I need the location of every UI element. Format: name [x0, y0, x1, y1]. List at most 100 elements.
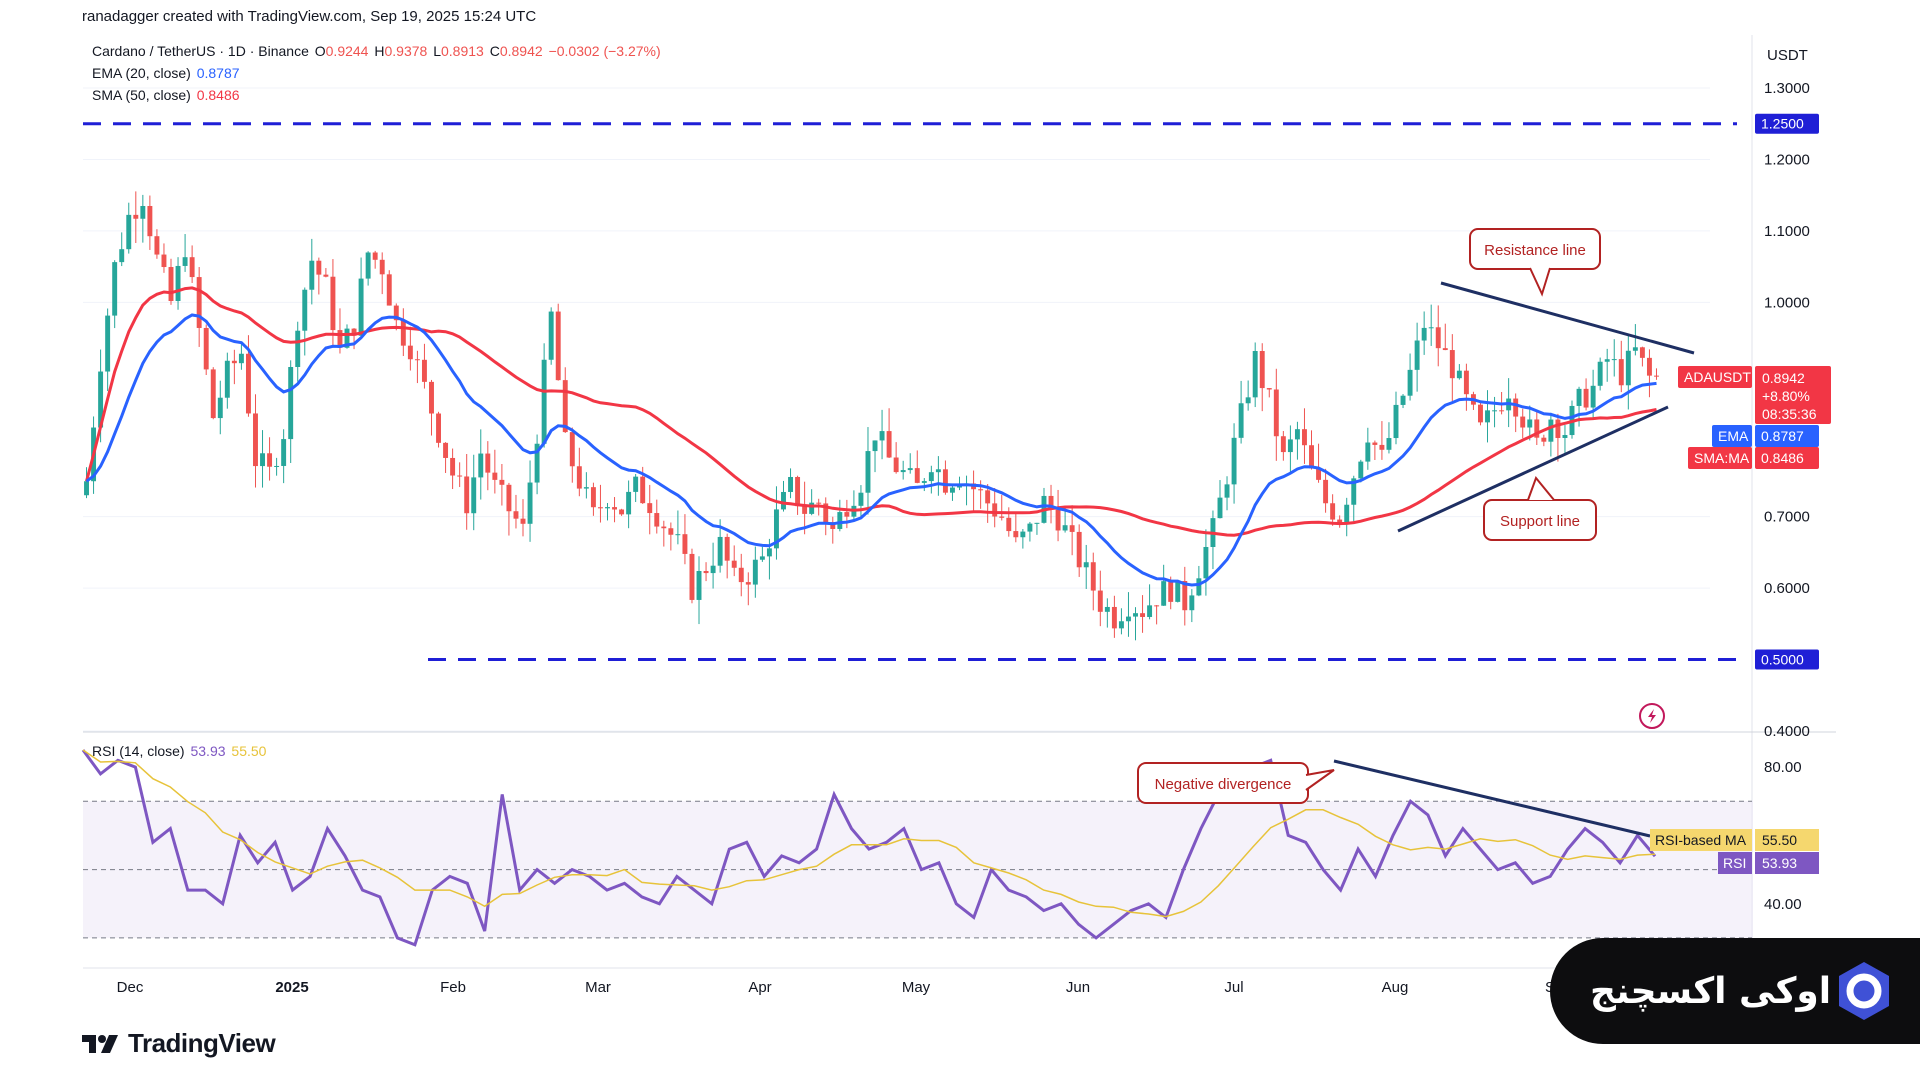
candle-body: [1294, 429, 1300, 440]
rsi-ma-tag-label: RSI-based MA: [1655, 832, 1747, 848]
candle-body: [1238, 403, 1244, 438]
candle-body: [112, 262, 118, 316]
rsi-ma-line: [82, 749, 1656, 918]
candle-body: [196, 277, 202, 328]
time-tick-label: Apr: [748, 979, 771, 996]
candle-body: [1161, 581, 1167, 606]
rsi-legend[interactable]: RSI (14, close) 53.93 55.50: [92, 743, 266, 759]
candle-body: [1351, 478, 1357, 505]
creator-line: ranadagger created with TradingView.com,…: [82, 8, 537, 25]
symbol-legend: Cardano / TetherUS · 1D · Binance O0.924…: [92, 43, 661, 59]
candle-body: [238, 353, 244, 364]
candle-body: [267, 453, 273, 467]
high-value: 0.9378: [384, 43, 428, 59]
candle-body: [1590, 385, 1596, 408]
candles-layer: [84, 191, 1659, 641]
candle-body: [471, 477, 477, 514]
symbol-price-tag-bg: [1678, 366, 1752, 388]
candle-body: [1316, 468, 1322, 480]
candle-body: [935, 469, 941, 473]
candle-body: [1618, 359, 1624, 386]
candle-body: [274, 465, 280, 467]
rsi-ma-tag-value-bg: [1755, 829, 1819, 851]
candle-body: [1196, 578, 1202, 596]
candle-body: [1583, 388, 1589, 408]
candle-body: [1435, 327, 1441, 349]
candle-body: [816, 502, 822, 504]
candle-body: [1499, 410, 1505, 412]
candle-body: [893, 457, 899, 473]
time-tick-label: 2025: [275, 979, 308, 996]
candle-countdown: 08:35:36: [1762, 406, 1817, 422]
candle-body: [1189, 595, 1195, 611]
ema-tag-value-bg: [1755, 425, 1819, 447]
candle-body: [520, 518, 526, 524]
candle-body: [809, 502, 815, 514]
candle-body: [1309, 445, 1314, 469]
candle-body: [766, 548, 772, 557]
candle-body: [1055, 509, 1061, 531]
low-label: L: [433, 43, 441, 59]
rsi-tag-value: 53.93: [1762, 855, 1797, 871]
candle-body: [1456, 370, 1462, 379]
candle-body: [640, 476, 646, 504]
ema-legend[interactable]: EMA (20, close) 0.8787: [92, 65, 240, 81]
candle-body: [379, 259, 385, 275]
candle-body: [1421, 327, 1427, 341]
ema-tag-value: 0.8787: [1761, 428, 1804, 444]
tradingview-logo[interactable]: TradingView: [82, 1028, 276, 1059]
candle-body: [569, 432, 575, 467]
divergence-callout-pointer: [1305, 769, 1335, 791]
candle-body: [1182, 581, 1188, 611]
time-axis[interactable]: Dec2025FebMarAprMayJunJulAugS: [83, 967, 1752, 996]
candle-body: [217, 397, 223, 419]
candle-body: [407, 345, 413, 360]
candle-body: [393, 305, 399, 321]
candle-body: [126, 214, 132, 250]
candle-body: [1111, 606, 1117, 629]
candle-body: [1611, 359, 1617, 361]
rsi-tag-label: RSI: [1723, 855, 1746, 871]
divergence-callout: Negative divergence: [1155, 776, 1292, 793]
candle-body: [1302, 429, 1307, 446]
candle-body: [323, 274, 329, 277]
candle-body: [823, 503, 829, 523]
candle-body: [534, 443, 540, 483]
symbol-title: Cardano / TetherUS · 1D · Binance: [92, 43, 309, 59]
candle-body: [900, 470, 906, 473]
candle-body: [1534, 419, 1540, 438]
time-tick-label: Jun: [1066, 979, 1090, 996]
resistance-trendline[interactable]: [1440, 281, 1695, 355]
candle-body: [1231, 437, 1237, 485]
price-grid: [83, 35, 1836, 995]
candle-body: [1280, 436, 1286, 453]
sma-legend[interactable]: SMA (50, close) 0.8486: [92, 87, 240, 103]
price-axis[interactable]: 1.3000 1.2000 1.1000 1.0000 0.7000 0.6000 0.40…: [1764, 47, 1810, 740]
candle-body: [781, 491, 786, 510]
candle-body: [337, 330, 343, 348]
candle-body: [555, 311, 561, 381]
rsi-band-fill: [83, 801, 1753, 938]
candle-body: [1083, 562, 1089, 568]
candle-body: [1224, 484, 1230, 498]
candle-body: [253, 413, 258, 467]
candle-body: [696, 570, 702, 600]
candle-body: [1393, 404, 1399, 439]
candle-body: [1133, 613, 1138, 617]
change-value: −0.0302 (−3.27%): [548, 43, 661, 59]
candle-body: [1217, 497, 1223, 519]
candle-body: [478, 453, 484, 478]
candle-body: [1358, 461, 1364, 479]
candle-body: [773, 509, 779, 549]
lightning-icon[interactable]: [1639, 703, 1665, 729]
time-tick-label: Aug: [1382, 979, 1409, 996]
candle-body: [302, 289, 308, 331]
price-tick-label: 0.7000: [1764, 509, 1810, 526]
support-trendline[interactable]: [1397, 405, 1669, 533]
candle-body: [949, 487, 955, 493]
support-callout-pointer: [1527, 476, 1555, 501]
candle-body: [492, 472, 498, 480]
candle-body: [752, 559, 758, 585]
time-tick-label: Jul: [1224, 979, 1243, 996]
